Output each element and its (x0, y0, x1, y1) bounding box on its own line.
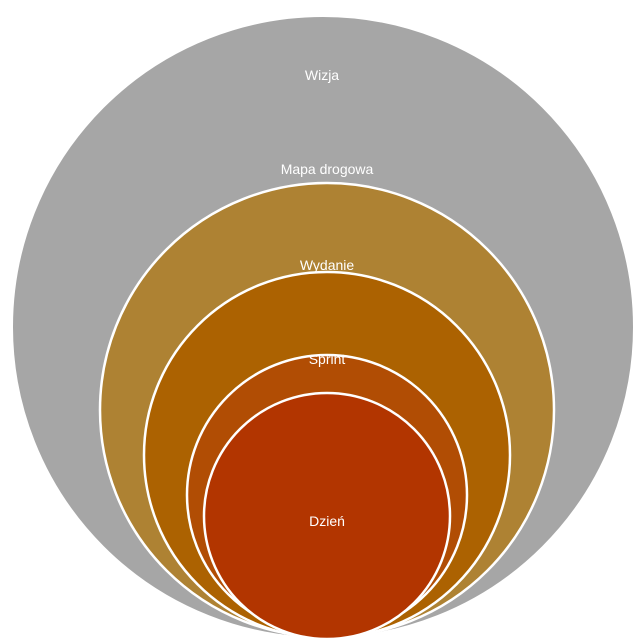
label-wizja: Wizja (305, 67, 339, 83)
label-mapa-drogowa: Mapa drogowa (281, 161, 374, 177)
label-sprint: Sprint (309, 351, 346, 367)
circle-dzien (202, 391, 452, 639)
label-wydanie: Wydanie (300, 257, 355, 273)
label-dzien: Dzień (309, 513, 345, 529)
level-dzien: Dzień (202, 391, 452, 639)
